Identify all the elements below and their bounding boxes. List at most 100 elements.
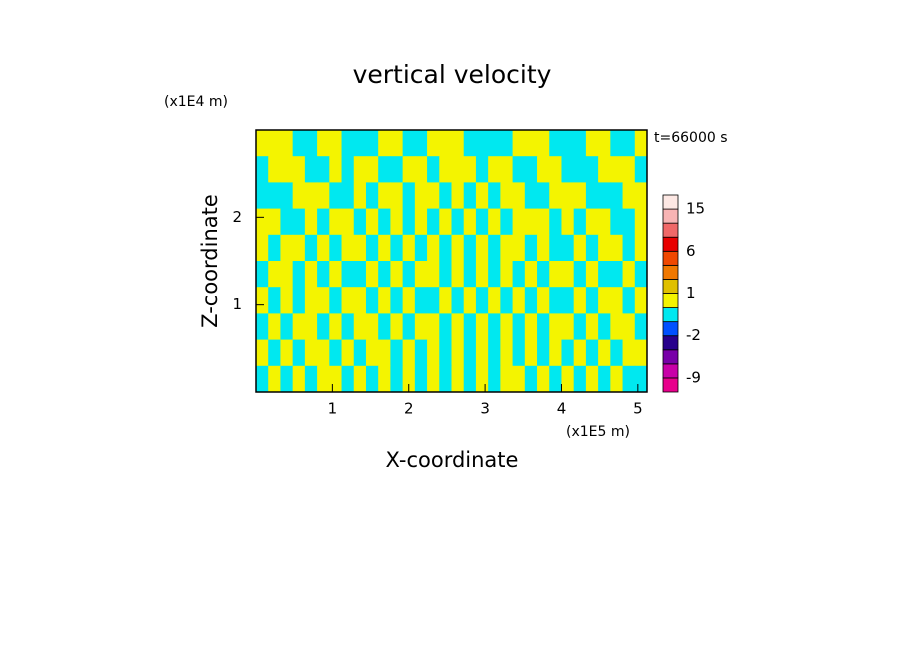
- field-cell: [634, 261, 648, 288]
- field-cell: [353, 313, 367, 341]
- y-tick-label: 1: [232, 295, 242, 313]
- field-cell: [475, 339, 489, 367]
- field-cell: [439, 234, 452, 262]
- field-cell: [537, 130, 550, 157]
- field-cell: [549, 182, 562, 210]
- field-cell: [292, 313, 306, 341]
- field-cell: [317, 234, 330, 262]
- colorbar-label: 6: [686, 242, 696, 260]
- colorbar-bin: [662, 194, 679, 210]
- field-cell: [390, 130, 404, 157]
- field-cell: [524, 182, 538, 210]
- field-cell: [292, 365, 306, 393]
- field-cell: [317, 130, 330, 157]
- field-cell: [500, 130, 514, 157]
- field-cell: [304, 313, 318, 341]
- field-cell: [512, 182, 526, 210]
- field-cell: [537, 234, 550, 262]
- field-cell: [598, 208, 611, 236]
- field-cell: [402, 234, 416, 262]
- field-cell: [317, 339, 330, 367]
- field-cell: [451, 208, 465, 236]
- field-cell: [292, 156, 306, 183]
- field-cell: [353, 339, 367, 367]
- field-cell: [292, 287, 306, 314]
- field-cell: [463, 339, 477, 367]
- field-cell: [634, 313, 648, 341]
- field-cell: [463, 130, 477, 157]
- field-cell: [329, 234, 343, 262]
- field-cell: [439, 208, 452, 236]
- field-cell: [378, 287, 391, 314]
- field-cell: [610, 130, 624, 157]
- y-axis-label: Z-coordinate: [198, 194, 222, 328]
- field-cell: [402, 313, 416, 341]
- field-cell: [475, 130, 489, 157]
- field-cell: [292, 182, 306, 210]
- field-cell: [463, 182, 477, 210]
- field-cell: [365, 234, 379, 262]
- field-cell: [610, 339, 624, 367]
- field-cell: [439, 313, 452, 341]
- field-cell: [512, 365, 526, 393]
- field-cell: [500, 339, 514, 367]
- field-cell: [549, 313, 562, 341]
- field-cell: [402, 130, 416, 157]
- colorbar-bin: [662, 279, 679, 294]
- field-cell: [329, 313, 343, 341]
- colorbar-bin: [662, 264, 679, 280]
- field-cell: [329, 261, 343, 288]
- colorbar-bin: [662, 363, 679, 379]
- field-cell: [500, 234, 514, 262]
- field-cell: [573, 339, 587, 367]
- field-cell: [341, 261, 355, 288]
- field-cell: [475, 365, 489, 393]
- field-cell: [427, 130, 440, 157]
- field-cell: [317, 365, 330, 393]
- field-cell: [488, 208, 501, 236]
- field-cell: [353, 287, 367, 314]
- field-cell: [585, 339, 599, 367]
- field-cell: [365, 130, 379, 157]
- field-cell: [304, 365, 318, 393]
- field-cell: [598, 234, 611, 262]
- field-cell: [549, 156, 562, 183]
- field-cell: [292, 130, 306, 157]
- colorbar-bin: [662, 293, 679, 308]
- field-cell: [524, 156, 538, 183]
- field-cell: [585, 208, 599, 236]
- field-cell: [365, 365, 379, 393]
- field-cell: [622, 287, 636, 314]
- field-cell: [268, 156, 281, 183]
- field-cell: [573, 287, 587, 314]
- field-cell: [561, 261, 575, 288]
- field-cell: [622, 156, 636, 183]
- x-tick-label: 2: [404, 400, 414, 418]
- colorbar-label: -2: [686, 326, 701, 344]
- field-cell: [439, 182, 452, 210]
- field-cell: [463, 287, 477, 314]
- field-cell: [268, 287, 281, 314]
- field-cell: [378, 208, 391, 236]
- field-cell: [451, 234, 465, 262]
- field-cell: [439, 130, 452, 157]
- field-cell: [427, 261, 440, 288]
- colorbar-bin: [662, 250, 679, 266]
- field-cell: [561, 287, 575, 314]
- chart-title: vertical velocity: [353, 60, 552, 89]
- field-cell: [353, 261, 367, 288]
- x-unit: (x1E5 m): [566, 424, 630, 440]
- field-cell: [549, 287, 562, 314]
- field-cell: [304, 182, 318, 210]
- field-cell: [292, 208, 306, 236]
- field-cell: [427, 339, 440, 367]
- field-cell: [280, 365, 294, 393]
- field-cell: [488, 156, 501, 183]
- field-cell: [475, 313, 489, 341]
- field-cell: [378, 182, 391, 210]
- field-cell: [268, 339, 281, 367]
- field-cell: [585, 365, 599, 393]
- field-cell: [341, 182, 355, 210]
- field-cell: [390, 365, 404, 393]
